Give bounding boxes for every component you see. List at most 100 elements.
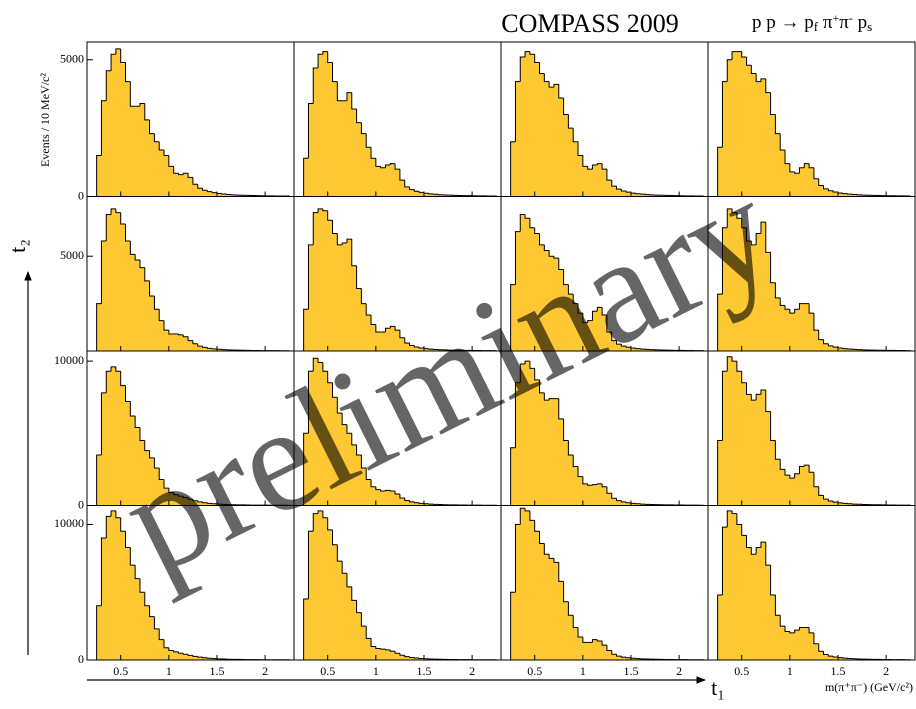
bar-outline [534, 368, 540, 381]
bar-outline [158, 309, 165, 322]
bar-outline [356, 265, 362, 289]
bar-outline [192, 177, 198, 185]
bar-outline [837, 347, 843, 349]
bar [173, 173, 179, 197]
panel-frame [707, 505, 916, 661]
bar-outline [327, 517, 333, 531]
bar [833, 657, 839, 660]
bar-outline [529, 218, 535, 229]
bar-outline [153, 296, 160, 310]
bar-outline [134, 565, 140, 580]
bar [96, 605, 102, 660]
bar [212, 658, 218, 660]
bar [539, 73, 545, 197]
bar [515, 382, 521, 506]
bar [371, 486, 377, 506]
bar [207, 348, 213, 351]
bar-outline [832, 501, 838, 503]
bar [510, 447, 516, 506]
bar [111, 510, 117, 660]
bar-outline [823, 185, 829, 190]
bar [520, 214, 526, 351]
bar [630, 503, 637, 506]
bar-outline [726, 208, 733, 228]
bar-outline [399, 169, 405, 181]
bar [616, 656, 622, 660]
bar [544, 81, 550, 197]
bar [857, 194, 863, 197]
bar-outline [510, 141, 516, 197]
bar-outline [620, 189, 627, 192]
bar [183, 497, 189, 506]
bar [423, 348, 430, 351]
bar [582, 322, 588, 351]
bar [236, 195, 242, 197]
bar [833, 502, 839, 506]
bar [756, 394, 762, 506]
bar-outline [110, 510, 116, 517]
bar [183, 654, 189, 660]
bar-outline [625, 191, 631, 193]
y-tick-label: 0 [78, 497, 84, 511]
bar [318, 54, 324, 197]
bar [813, 486, 820, 506]
bar [178, 653, 184, 660]
bar [371, 158, 377, 197]
bar [799, 466, 805, 506]
bar-outline [823, 339, 829, 345]
bar-outline [182, 653, 189, 655]
bar [630, 193, 637, 197]
bar-outline [606, 645, 612, 652]
bar [828, 501, 834, 506]
bar-outline [784, 305, 790, 310]
bar-outline [182, 172, 189, 175]
bar [351, 444, 357, 506]
bar-outline [360, 288, 367, 305]
bar-outline [731, 51, 737, 60]
bar-outline [187, 654, 193, 656]
bar [866, 349, 872, 351]
bar [159, 150, 165, 197]
bar-outline [332, 220, 338, 234]
bar-outline [115, 510, 121, 519]
bar-outline [736, 513, 742, 525]
bar-outline [125, 531, 131, 549]
bar-outline [341, 242, 347, 245]
bar [212, 503, 218, 506]
bar [380, 167, 386, 197]
bar-outline [524, 51, 530, 58]
bar-outline [519, 507, 526, 525]
bar [862, 195, 868, 197]
bar [308, 371, 314, 506]
bar-outline [303, 308, 309, 351]
bar-outline [341, 413, 347, 426]
bar [770, 594, 776, 660]
bar [732, 513, 738, 660]
bar-outline [163, 150, 169, 156]
bar [226, 349, 232, 351]
bar-outline [221, 193, 227, 195]
bar-outline [813, 472, 819, 488]
bar [837, 192, 844, 197]
bar [356, 454, 362, 506]
bar [563, 114, 569, 197]
bar [154, 309, 160, 351]
bar [804, 163, 810, 197]
bar [390, 163, 396, 197]
bar-outline [375, 324, 381, 333]
bar [635, 193, 641, 197]
bar [144, 450, 150, 506]
x-tick-label: 0.5 [320, 664, 335, 678]
bar [736, 371, 742, 506]
bar-outline [375, 486, 381, 491]
bar [558, 98, 564, 197]
reaction: p p → pf π+π- ps [752, 11, 872, 34]
bar [789, 478, 795, 506]
bar [736, 51, 742, 197]
bar [337, 561, 343, 660]
bar [395, 169, 401, 197]
bar-outline [149, 450, 155, 459]
bar-outline [404, 655, 410, 658]
bar [756, 547, 762, 660]
bar [443, 194, 449, 197]
